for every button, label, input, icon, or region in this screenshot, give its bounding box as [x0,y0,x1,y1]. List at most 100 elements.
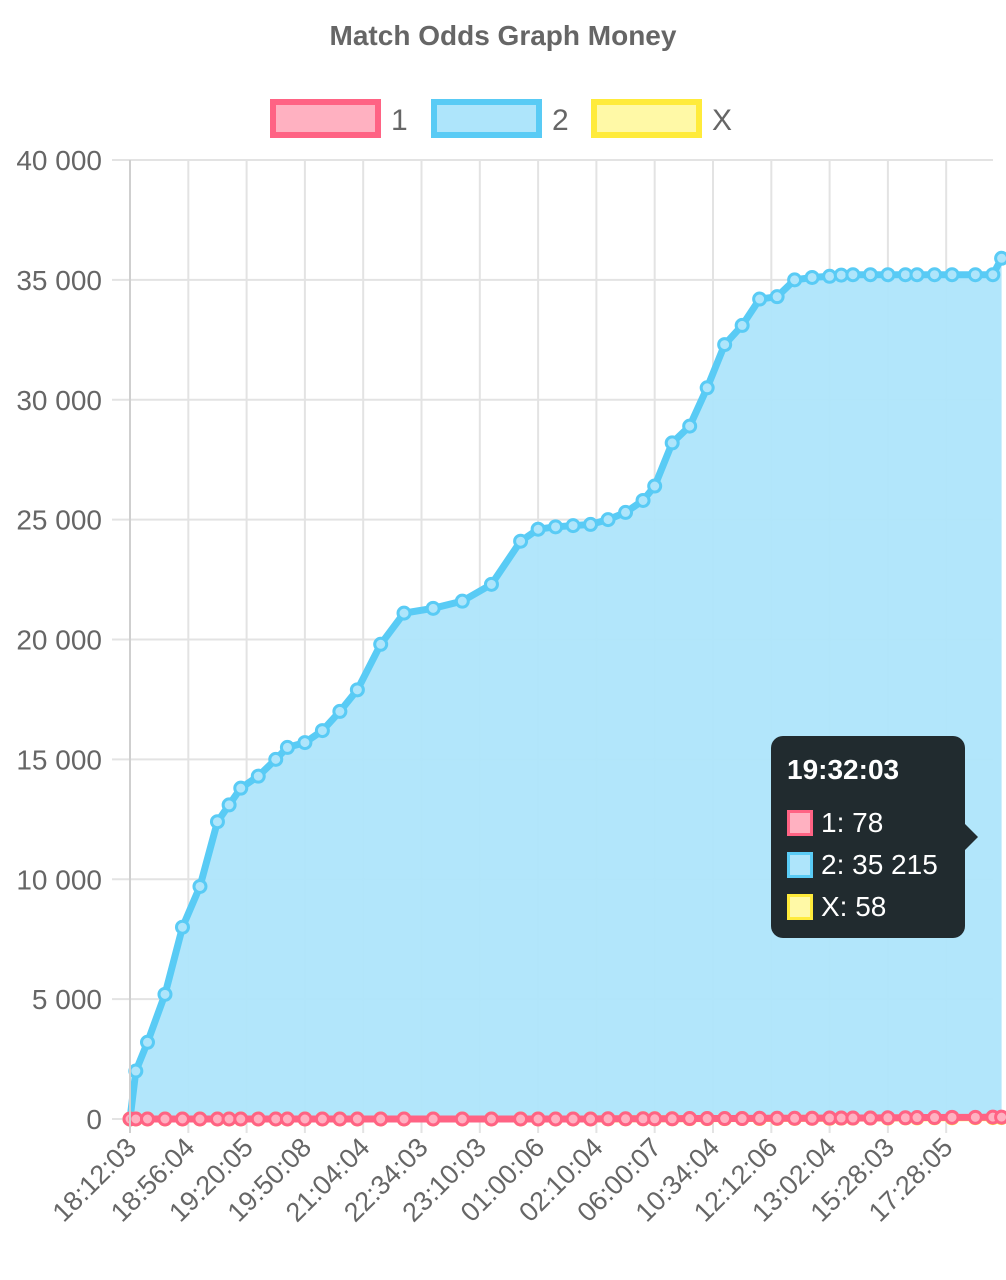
data-point-1[interactable] [530,1111,546,1127]
data-point-2[interactable] [734,317,750,333]
data-point-2[interactable] [314,723,330,739]
legend-swatch [591,99,702,138]
data-point-2[interactable] [221,797,237,813]
data-point-1[interactable] [804,1110,820,1126]
data-point-2[interactable] [880,267,896,283]
data-point-1[interactable] [862,1110,878,1126]
data-point-2[interactable] [454,593,470,609]
data-point-2[interactable] [804,269,820,285]
chart-series[interactable] [122,250,1006,1127]
series-2[interactable] [122,250,1006,1127]
data-point-2[interactable] [530,521,546,537]
data-point-1[interactable] [425,1111,441,1127]
data-point-1[interactable] [314,1111,330,1127]
data-point-1[interactable] [548,1111,564,1127]
data-point-1[interactable] [600,1111,616,1127]
chart-legend[interactable]: 1 2 X [270,99,732,138]
data-point-2[interactable] [174,919,190,935]
data-point-2[interactable] [332,703,348,719]
data-point-1[interactable] [192,1111,208,1127]
data-point-1[interactable] [647,1111,663,1127]
data-point-2[interactable] [128,1063,144,1079]
data-point-1[interactable] [734,1111,750,1127]
data-point-2[interactable] [396,605,412,621]
data-point-1[interactable] [787,1110,803,1126]
data-point-2[interactable] [548,519,564,535]
data-point-2[interactable] [268,751,284,767]
data-point-2[interactable] [425,600,441,616]
data-point-1[interactable] [583,1111,599,1127]
data-point-1[interactable] [909,1110,925,1126]
data-point-1[interactable] [752,1110,768,1126]
data-point-1[interactable] [682,1111,698,1127]
data-point-2[interactable] [373,636,389,652]
data-point-2[interactable] [192,878,208,894]
legend-label: X [712,104,732,137]
data-point-1[interactable] [664,1111,680,1127]
data-point-2[interactable] [233,780,249,796]
data-point-2[interactable] [967,267,983,283]
data-point-1[interactable] [967,1109,983,1125]
tooltip-title: 19:32:03 [787,754,900,785]
data-point-2[interactable] [618,504,634,520]
data-point-1[interactable] [279,1111,295,1127]
data-point-1[interactable] [373,1111,389,1127]
data-point-2[interactable] [787,272,803,288]
data-point-2[interactable] [483,576,499,592]
data-point-2[interactable] [279,739,295,755]
data-point-1[interactable] [233,1111,249,1127]
data-point-1[interactable] [769,1110,785,1126]
data-point-2[interactable] [927,267,943,283]
data-point-1[interactable] [513,1111,529,1127]
data-point-1[interactable] [483,1111,499,1127]
series-1[interactable] [122,1109,1006,1127]
data-point-1[interactable] [139,1111,155,1127]
data-point-1[interactable] [944,1109,960,1125]
data-point-2[interactable] [600,512,616,528]
data-point-2[interactable] [682,418,698,434]
data-point-1[interactable] [618,1111,634,1127]
tooltip-arrow [965,824,978,850]
data-point-1[interactable] [994,1109,1006,1125]
data-point-2[interactable] [209,814,225,830]
legend-item-x[interactable]: X [591,99,732,138]
data-point-2[interactable] [752,291,768,307]
data-point-2[interactable] [994,250,1006,266]
data-point-2[interactable] [717,337,733,353]
data-point-2[interactable] [845,267,861,283]
data-point-2[interactable] [583,516,599,532]
data-point-1[interactable] [174,1111,190,1127]
data-point-1[interactable] [717,1111,733,1127]
data-point-1[interactable] [927,1110,943,1126]
data-point-1[interactable] [297,1111,313,1127]
legend-item-2[interactable]: 2 [431,99,569,138]
legend-item-1[interactable]: 1 [270,99,408,138]
data-point-1[interactable] [565,1111,581,1127]
data-point-1[interactable] [332,1111,348,1127]
data-point-1[interactable] [250,1111,266,1127]
data-point-2[interactable] [349,682,365,698]
data-point-2[interactable] [909,267,925,283]
data-point-1[interactable] [454,1111,470,1127]
data-point-2[interactable] [139,1034,155,1050]
data-point-2[interactable] [565,518,581,534]
data-point-2[interactable] [862,267,878,283]
data-point-2[interactable] [157,986,173,1002]
data-point-2[interactable] [985,267,1001,283]
data-point-2[interactable] [664,435,680,451]
data-point-1[interactable] [845,1110,861,1126]
data-point-2[interactable] [647,478,663,494]
data-point-1[interactable] [880,1110,896,1126]
data-point-1[interactable] [396,1111,412,1127]
data-point-1[interactable] [699,1111,715,1127]
data-point-2[interactable] [297,735,313,751]
data-point-2[interactable] [699,380,715,396]
data-point-2[interactable] [822,268,838,284]
data-point-2[interactable] [250,768,266,784]
data-point-1[interactable] [349,1111,365,1127]
data-point-2[interactable] [513,533,529,549]
data-point-2[interactable] [944,267,960,283]
data-point-2[interactable] [769,289,785,305]
data-point-1[interactable] [157,1111,173,1127]
data-point-2[interactable] [635,492,651,508]
